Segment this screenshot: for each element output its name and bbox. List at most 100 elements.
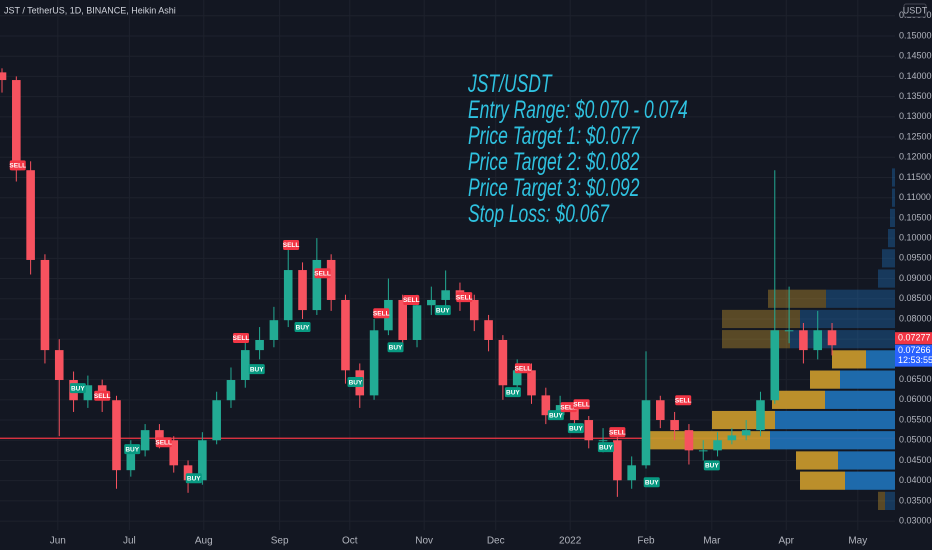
candle-body <box>527 370 536 396</box>
signal-badge <box>504 387 521 398</box>
price-label-box <box>895 344 932 367</box>
candle-body <box>627 465 636 481</box>
y-tick-label: 0.14000 <box>899 71 932 81</box>
candle-body <box>684 430 694 451</box>
y-tick-label: 0.08000 <box>899 313 932 323</box>
y-tick-label: 0.09000 <box>899 273 932 283</box>
profile-sell <box>832 350 866 369</box>
candle-body <box>169 440 179 466</box>
signal-badge <box>314 268 331 279</box>
y-tick-label: 0.10500 <box>899 212 932 222</box>
chart-title: JST / TetherUS, 1D, BINANCE, Heikin Ashi <box>4 5 176 15</box>
y-tick-label: 0.03000 <box>899 515 932 525</box>
signal-badge <box>387 342 404 353</box>
annotation: JST/USDT Entry Range: $0.070 - 0.074 Pri… <box>467 69 688 228</box>
signal-label: BUY <box>250 366 264 373</box>
signal-label: BUY <box>187 475 201 482</box>
annotation-line: Entry Range: $0.070 - 0.074 <box>468 95 688 124</box>
signal-badge <box>573 399 590 410</box>
signal-label: SELL <box>573 401 590 408</box>
candle-body <box>584 420 594 441</box>
signal-badge <box>643 477 660 488</box>
candle-body <box>26 170 35 260</box>
y-tick-label: 0.11000 <box>899 192 931 202</box>
candle-body <box>484 320 493 340</box>
candle-body <box>83 385 93 401</box>
x-tick-label: Mar <box>703 536 721 547</box>
y-tick-label: 0.04500 <box>899 455 932 465</box>
price-label: 0.07277 <box>898 333 931 343</box>
candle-body <box>112 400 121 471</box>
candle-body <box>412 305 422 340</box>
signal-badge <box>514 363 531 374</box>
x-tick-label: Oct <box>342 536 358 547</box>
profile-buy <box>882 249 895 268</box>
signal-label: SELL <box>373 311 390 318</box>
y-tick-label: 0.12500 <box>899 131 932 141</box>
signal-label: SELL <box>675 397 692 404</box>
candle-body <box>641 400 651 466</box>
candle-body <box>827 330 837 346</box>
candle-body <box>283 270 293 321</box>
profile-sell <box>722 330 790 349</box>
signal-label: BUY <box>436 307 450 314</box>
profile-sell <box>800 471 845 490</box>
candle-body <box>341 299 350 371</box>
candle-body <box>555 405 565 416</box>
signal-badge <box>403 294 420 305</box>
signal-label: SELL <box>515 366 532 373</box>
candle-body <box>54 350 64 381</box>
candle-body <box>813 330 823 351</box>
profile-buy <box>840 370 895 389</box>
signal-label: SELL <box>609 429 626 436</box>
time-axis <box>0 530 932 550</box>
signal-label: BUY <box>549 412 563 419</box>
signal-badge <box>155 437 172 448</box>
signal-badge <box>609 427 626 438</box>
candle-body <box>398 299 408 340</box>
x-tick-label: Jun <box>50 536 66 547</box>
annotation-line: JST/USDT <box>467 69 553 98</box>
candle-body <box>770 330 780 401</box>
profile-buy <box>888 229 895 248</box>
profile-buy <box>866 350 895 369</box>
signal-label: SELL <box>314 271 331 278</box>
profile-sell <box>768 289 826 308</box>
signal-label: SELL <box>456 294 473 301</box>
x-tick-label: Sep <box>271 536 289 547</box>
signal-badge <box>232 332 249 343</box>
candle-body <box>741 430 751 436</box>
price-label: 0.07266 <box>898 345 931 355</box>
x-tick-label: Dec <box>487 536 505 547</box>
candle-body <box>756 400 765 431</box>
profile-buy <box>878 269 895 288</box>
volume-profile <box>648 168 895 510</box>
candle-body <box>12 80 21 171</box>
y-tick-label: 0.04000 <box>899 475 932 485</box>
signal-badge <box>456 292 473 303</box>
annotation-line: Price Target 2: $0.082 <box>468 147 639 176</box>
y-tick-label: 0.05500 <box>899 414 932 424</box>
signal-badge <box>560 402 577 413</box>
signal-label: BUY <box>349 379 363 386</box>
x-tick-label: 2022 <box>559 536 582 547</box>
candle-body <box>598 440 608 442</box>
x-tick-label: Aug <box>195 536 213 547</box>
candle-body <box>312 259 322 311</box>
y-tick-label: 0.12000 <box>899 152 932 162</box>
profile-buy <box>826 289 895 308</box>
y-tick-label: 0.14500 <box>899 51 932 61</box>
signal-label: SELL <box>403 297 420 304</box>
signal-label: BUY <box>599 444 613 451</box>
annotation-line: Stop Loss: $0.067 <box>468 199 610 228</box>
profile-buy <box>775 410 895 430</box>
candle-body <box>670 420 679 431</box>
x-tick-label: May <box>848 536 867 547</box>
signal-badge <box>283 239 300 250</box>
signal-badge <box>373 308 390 319</box>
profile-sell <box>810 370 840 389</box>
x-tick-label: Apr <box>778 536 794 547</box>
y-tick-label: 0.13000 <box>899 111 932 121</box>
signal-label: BUY <box>389 344 403 351</box>
